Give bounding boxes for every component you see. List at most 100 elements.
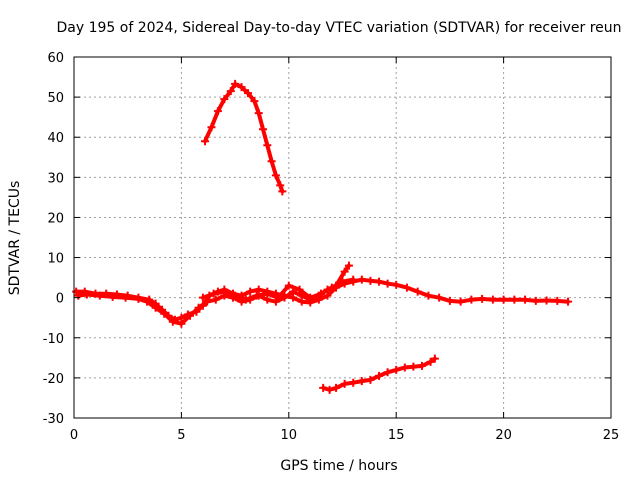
data-point xyxy=(435,293,444,302)
data-point xyxy=(383,368,392,377)
data-point xyxy=(338,277,347,286)
data-point xyxy=(340,379,349,388)
y-tick-label: 40 xyxy=(47,131,64,146)
data-point xyxy=(375,371,384,380)
data-point xyxy=(198,293,207,302)
data-point xyxy=(375,277,384,286)
data-point xyxy=(426,357,435,366)
data-point xyxy=(250,97,259,106)
series-arc-low xyxy=(319,354,439,394)
data-point xyxy=(413,287,422,296)
data-point xyxy=(143,297,152,306)
data-point xyxy=(344,261,353,270)
data-point xyxy=(276,181,285,190)
data-point xyxy=(564,297,573,306)
data-point xyxy=(263,289,272,298)
data-point xyxy=(194,303,203,312)
x-axis-title: GPS time / hours xyxy=(280,458,397,474)
data-point xyxy=(252,291,261,300)
y-tick-label: -30 xyxy=(43,412,64,427)
data-point xyxy=(542,296,551,305)
data-point xyxy=(185,311,194,320)
data-point xyxy=(409,362,418,371)
data-point xyxy=(332,383,341,392)
data-point xyxy=(340,267,349,276)
data-point xyxy=(467,295,476,304)
tick-layer: 0 5 10 15 20 25 -30 -20 -10 0 10 20 30 40 50 60 xyxy=(43,51,620,443)
data-point xyxy=(349,378,358,387)
data-point xyxy=(445,296,454,305)
data-point xyxy=(349,275,358,284)
data-point xyxy=(366,276,375,285)
data-point xyxy=(74,291,83,300)
data-point xyxy=(319,383,328,392)
data-point xyxy=(317,289,326,298)
y-axis-title: SDTVAR / TECUs xyxy=(7,181,23,296)
y-tick-label: 30 xyxy=(47,171,64,186)
data-point xyxy=(203,297,212,306)
data-point xyxy=(241,295,250,304)
data-point xyxy=(306,293,315,302)
grid-layer xyxy=(74,57,611,418)
data-point xyxy=(168,317,177,326)
data-point xyxy=(82,290,91,299)
data-point xyxy=(160,309,169,318)
data-point xyxy=(424,291,433,300)
data-point xyxy=(327,283,336,292)
x-tick-label: 15 xyxy=(388,428,405,443)
data-point xyxy=(259,125,268,134)
data-point xyxy=(430,354,439,363)
y-tick-label: 10 xyxy=(47,252,64,267)
data-point xyxy=(402,283,411,292)
data-point xyxy=(207,123,216,132)
data-point xyxy=(478,294,487,303)
data-point xyxy=(295,285,304,294)
data-point xyxy=(151,303,160,312)
y-tick-label: 20 xyxy=(47,211,64,226)
data-point xyxy=(211,295,220,304)
data-point xyxy=(267,157,276,166)
data-point xyxy=(121,293,130,302)
x-tick-label: 20 xyxy=(495,428,512,443)
y-tick-label: 50 xyxy=(47,91,64,106)
y-tick-label: -20 xyxy=(43,372,64,387)
data-point xyxy=(392,365,401,374)
data-point xyxy=(488,295,497,304)
x-tick-label: 5 xyxy=(177,428,185,443)
data-point xyxy=(325,385,334,394)
series-arc-high xyxy=(201,79,287,196)
data-point xyxy=(392,280,401,289)
data-point xyxy=(366,375,375,384)
series-main-c xyxy=(198,275,358,304)
y-tick-label: 60 xyxy=(47,51,64,66)
data-point xyxy=(499,295,508,304)
data-point xyxy=(226,87,235,96)
data-point xyxy=(553,296,562,305)
x-tick-label: 0 xyxy=(70,428,78,443)
data-point xyxy=(220,95,229,104)
data-point xyxy=(417,361,426,370)
data-point xyxy=(383,279,392,288)
data-point xyxy=(254,109,263,118)
data-point xyxy=(357,275,366,284)
data-point xyxy=(271,171,280,180)
data-point xyxy=(231,79,240,88)
data-point xyxy=(278,187,287,196)
data-point xyxy=(456,297,465,306)
data-point xyxy=(108,292,117,301)
data-point xyxy=(521,295,530,304)
x-tick-label: 10 xyxy=(281,428,298,443)
x-tick-label: 25 xyxy=(603,428,620,443)
data-point xyxy=(246,287,255,296)
data-point xyxy=(531,296,540,305)
data-point xyxy=(95,291,104,300)
data-point xyxy=(274,293,283,302)
data-point xyxy=(357,377,366,386)
data-point xyxy=(231,291,240,300)
data-point xyxy=(72,287,81,296)
data-point xyxy=(400,363,409,372)
y-tick-label: -10 xyxy=(43,332,64,347)
data-point xyxy=(213,107,222,116)
data-point xyxy=(177,319,186,328)
data-point xyxy=(510,295,519,304)
